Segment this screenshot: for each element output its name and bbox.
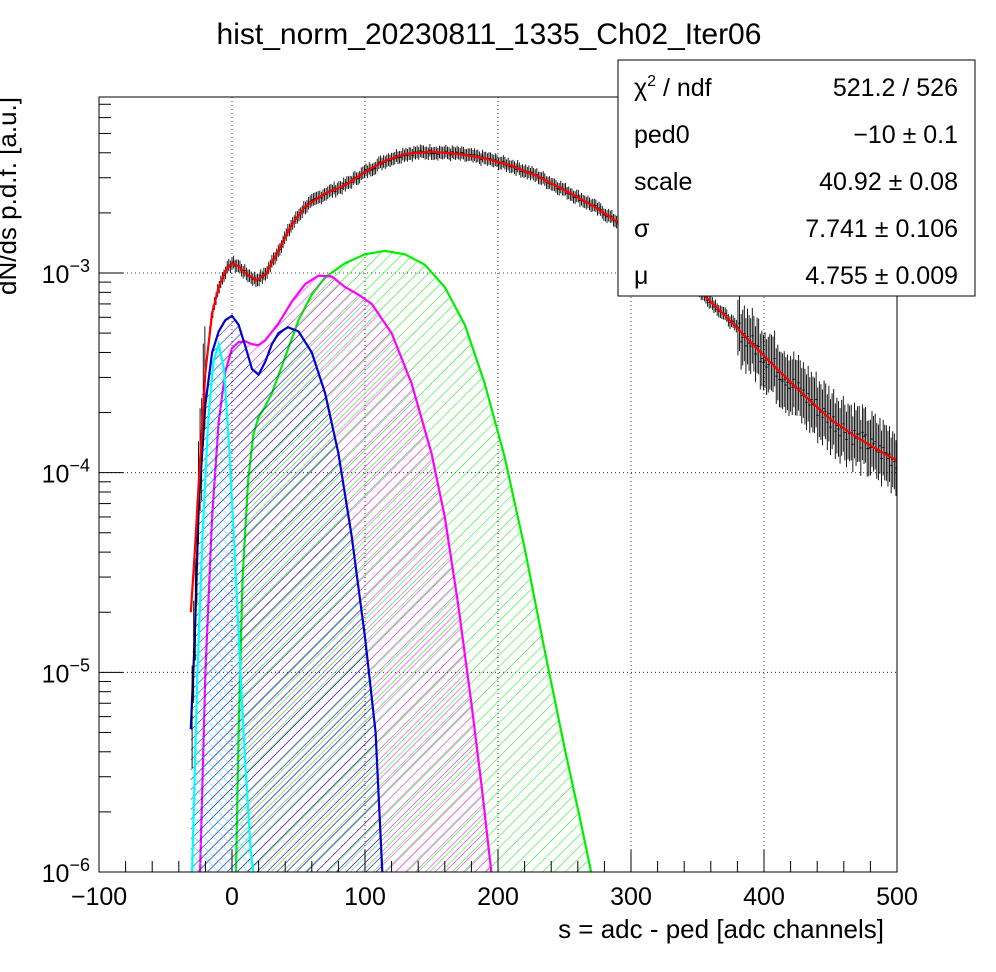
component-curve [189, 314, 384, 872]
x-tick-label: 400 [743, 883, 785, 911]
stats-param-name: μ [634, 262, 648, 290]
component-fill [192, 344, 254, 872]
x-tick-label: 100 [344, 883, 386, 911]
stats-param-value: −10 ± 0.1 [853, 121, 958, 149]
x-tick-label: −100 [71, 883, 127, 911]
chart-title: hist_norm_20230811_1335_Ch02_Iter06 [217, 18, 762, 51]
y-tick-label: 10−6 [42, 855, 90, 888]
stats-box-frame [617, 59, 976, 297]
tick-labels: −100 0 100 200 300 400 500 10−6 10−5 10−4 10−3 [42, 256, 918, 911]
x-tick-label: 200 [477, 883, 519, 911]
y-tick-label: 10−4 [42, 456, 90, 489]
fit-curve [189, 150, 897, 613]
stats-box: χ2 / ndf 521.2 / 526 ped0 −10 ± 0.1 scale 40.… [617, 59, 976, 297]
stats-param-name: σ [634, 215, 650, 243]
stats-param-value: 7.741 ± 0.106 [805, 215, 958, 243]
x-tick-label: 0 [225, 883, 239, 911]
stats-param-value: 4.755 ± 0.009 [805, 262, 958, 290]
stats-param-value: 521.2 / 526 [833, 74, 958, 102]
y-tick-label: 10−5 [42, 655, 90, 688]
stats-param-name: χ2 / ndf [634, 73, 712, 102]
component-curve [191, 339, 255, 872]
x-axis-label: s = adc - ped [adc channels] [558, 914, 884, 944]
series-group [189, 143, 897, 872]
x-tick-label: 300 [610, 883, 652, 911]
y-tick-label: 10−3 [42, 256, 90, 289]
y-axis-label: dN/ds p.d.f. [a.u.] [0, 97, 22, 295]
stats-param-name: scale [634, 168, 692, 196]
stats-param-value: 40.92 ± 0.08 [819, 168, 958, 196]
axis-ticks [98, 103, 898, 873]
stats-param-name: ped0 [634, 121, 690, 149]
x-tick-label: 500 [876, 883, 918, 911]
